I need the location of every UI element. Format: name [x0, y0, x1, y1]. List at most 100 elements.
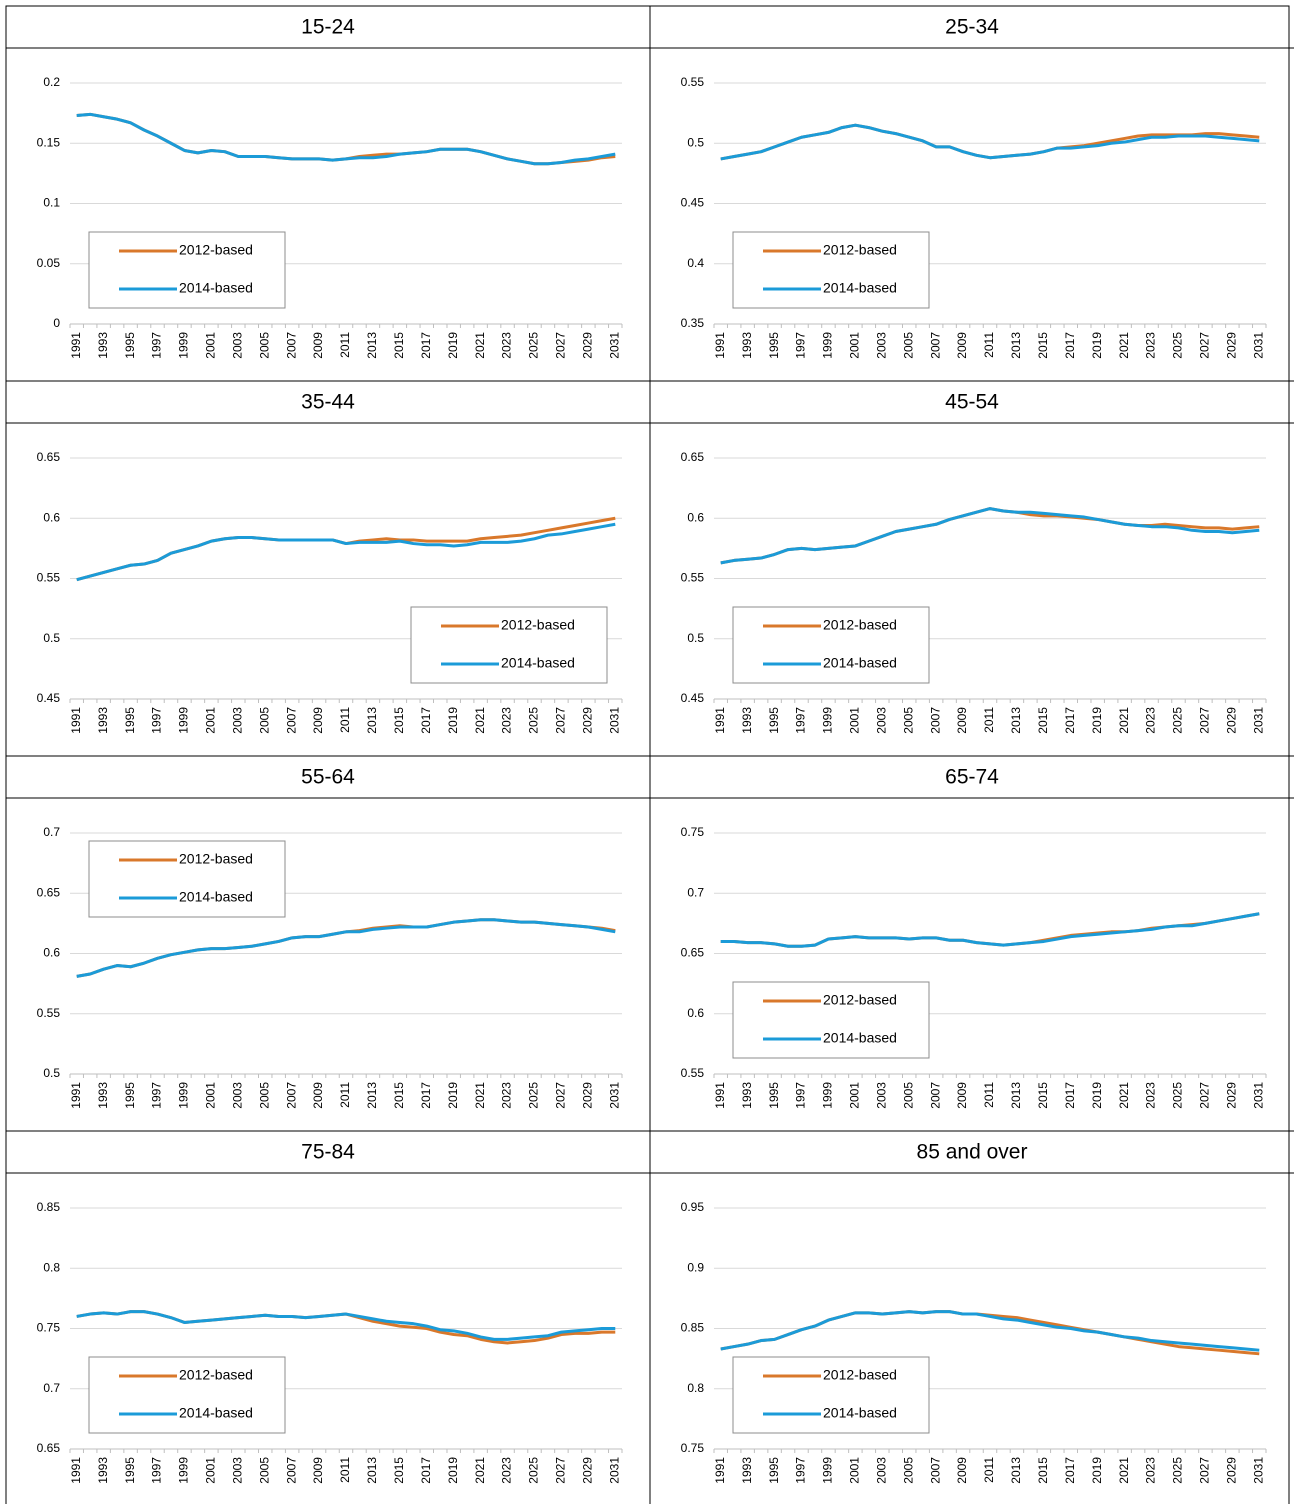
x-tick-label: 1995: [767, 707, 781, 734]
x-tick-label: 1997: [150, 332, 164, 359]
legend: 2012-based 2014-based: [88, 840, 286, 918]
legend-label: 2012-based: [501, 617, 575, 633]
y-tick-label: 0.9: [687, 1260, 704, 1274]
legend-label: 2012-based: [823, 242, 897, 258]
x-tick-label: 2017: [419, 1082, 433, 1109]
x-tick-label: 2003: [874, 707, 888, 734]
x-tick-label: 1995: [767, 1457, 781, 1484]
x-tick-label: 2019: [1090, 332, 1104, 359]
x-tick-label: 2015: [1036, 1082, 1050, 1109]
x-tick-label: 2031: [1251, 1082, 1265, 1109]
x-tick-label: 2031: [607, 707, 621, 734]
y-tick-label: 0.65: [681, 450, 705, 464]
x-tick-label: 2023: [1144, 1082, 1158, 1109]
x-tick-label: 2001: [204, 332, 218, 359]
x-tick-label: 2011: [338, 1457, 352, 1483]
series-line: [720, 912, 1260, 948]
grid-border: [5, 5, 1290, 1504]
x-tick-label: 2029: [581, 1082, 595, 1109]
x-tick-label: 2025: [1171, 1082, 1185, 1109]
x-tick-label: 1999: [821, 707, 835, 734]
x-tick-label: 1993: [96, 1457, 110, 1484]
x-tick-label: 2011: [982, 1082, 996, 1108]
x-tick-label: 2005: [257, 1082, 271, 1109]
x-tick-label: 2003: [230, 1082, 244, 1109]
x-tick-label: 1991: [69, 1082, 83, 1109]
x-tick-label: 2023: [500, 1457, 514, 1484]
x-tick-label: 1993: [96, 707, 110, 734]
x-tick-label: 2027: [554, 1457, 568, 1484]
x-tick-label: 1995: [767, 332, 781, 359]
series-line: [76, 516, 616, 582]
x-tick-label: 2023: [1144, 707, 1158, 734]
x-tick-label: 1991: [69, 707, 83, 734]
x-tick-label: 2019: [446, 332, 460, 359]
x-tick-label: 2013: [365, 1457, 379, 1484]
y-tick-label: 0.5: [43, 1066, 60, 1080]
x-tick-label: 2017: [419, 332, 433, 359]
x-tick-label: 2017: [419, 707, 433, 734]
x-tick-label: 2023: [1144, 332, 1158, 359]
x-tick-label: 2031: [607, 1457, 621, 1484]
x-tick-label: 2005: [901, 1082, 915, 1109]
y-tick-label: 0.75: [37, 1321, 61, 1335]
x-tick-label: 1995: [123, 707, 137, 734]
x-tick-label: 2027: [1198, 1082, 1212, 1109]
legend-box: [410, 606, 608, 684]
x-tick-label: 2007: [928, 1082, 942, 1109]
x-tick-label: 2025: [1171, 707, 1185, 734]
series-line: [720, 123, 1260, 161]
x-tick-label: 2015: [392, 707, 406, 734]
x-tick-label: 2021: [473, 1457, 487, 1484]
chart-title: 85 and over: [917, 1141, 1028, 1164]
legend: 2012-based 2014-based: [732, 606, 930, 684]
chart-title: 65-74: [945, 766, 999, 789]
x-tick-label: 1993: [740, 332, 754, 359]
legend: 2012-based 2014-based: [88, 231, 286, 309]
x-tick-label: 2017: [1063, 332, 1077, 359]
x-tick-label: 2027: [554, 707, 568, 734]
x-tick-label: 1999: [177, 1082, 191, 1109]
x-tick-label: 2009: [311, 1457, 325, 1484]
x-tick-label: 2013: [1009, 707, 1023, 734]
x-tick-label: 1995: [123, 1082, 137, 1109]
x-tick-label: 2007: [928, 332, 942, 359]
y-tick-label: 0.65: [37, 1441, 61, 1455]
x-tick-label: 2017: [1063, 707, 1077, 734]
x-tick-label: 2011: [982, 707, 996, 733]
x-tick-label: 2019: [1090, 1457, 1104, 1484]
x-tick-label: 2009: [955, 1457, 969, 1484]
x-tick-label: 2011: [982, 1457, 996, 1483]
x-tick-label: 1995: [123, 332, 137, 359]
y-tick-label: 0.45: [681, 691, 705, 705]
x-tick-label: 1997: [794, 707, 808, 734]
chart-title: 15-24: [301, 16, 355, 39]
y-tick-label: 0: [53, 316, 60, 330]
x-tick-label: 2005: [901, 1457, 915, 1484]
x-tick-label: 2003: [874, 1082, 888, 1109]
x-tick-label: 1991: [713, 707, 727, 734]
x-tick-label: 1997: [150, 1082, 164, 1109]
x-tick-label: 2001: [204, 1457, 218, 1484]
x-tick-label: 2027: [1198, 707, 1212, 734]
x-tick-label: 2001: [848, 1082, 862, 1109]
x-tick-label: 2025: [527, 332, 541, 359]
legend-label: 2012-based: [179, 242, 253, 258]
legend: 2012-based 2014-based: [732, 1356, 930, 1434]
y-tick-label: 0.1: [43, 196, 60, 210]
y-tick-label: 0.5: [687, 631, 704, 645]
y-tick-label: 0.35: [681, 316, 705, 330]
y-tick-label: 0.6: [43, 510, 60, 524]
chart-cell: 85 and over 0.75 0.8 0.85 0.9 0.95 1991 1993 199…: [650, 1130, 1294, 1484]
x-tick-label: 2005: [901, 332, 915, 359]
y-tick-label: 0.85: [37, 1200, 61, 1214]
chart-title: 75-84: [301, 1141, 355, 1164]
x-tick-label: 2001: [848, 1457, 862, 1484]
x-tick-label: 2027: [1198, 332, 1212, 359]
x-tick-label: 1993: [740, 1457, 754, 1484]
legend-box: [88, 231, 286, 309]
x-tick-label: 2009: [955, 1082, 969, 1109]
series-line: [76, 918, 616, 978]
legend-label: 2012-based: [823, 1367, 897, 1383]
